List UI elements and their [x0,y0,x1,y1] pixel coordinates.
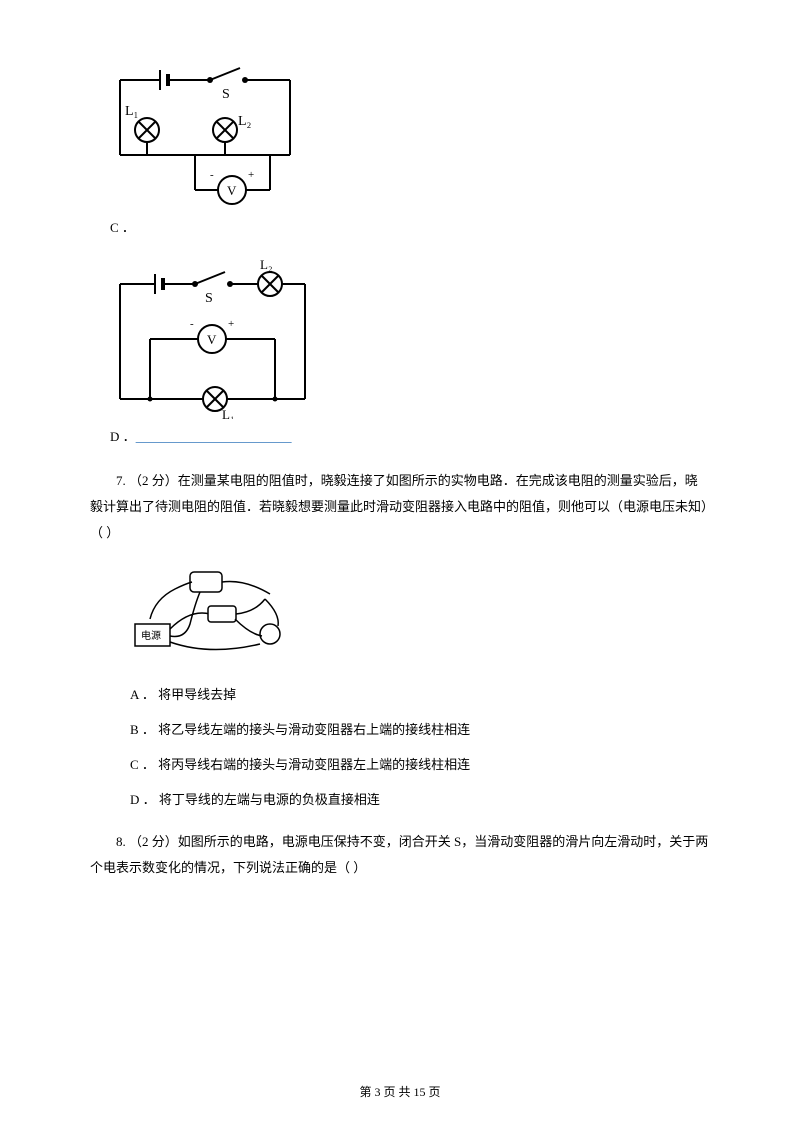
svg-text:电源: 电源 [141,629,161,642]
q7-option-d: D ． 将丁导线的左端与电源的负极直接相连 [130,790,710,811]
svg-text:S: S [222,87,230,102]
svg-text:L₁: L₁ [125,104,138,119]
q7-option-c: C ． 将丙导线右端的接头与滑动变阻器左上端的接线柱相连 [130,755,710,776]
option-c-letter: C ． [110,218,710,239]
svg-text:L₁: L₁ [222,407,234,419]
svg-text:V: V [207,332,217,347]
svg-text:+: + [248,169,254,181]
question-7-image: 电源 [130,564,710,666]
question-7-text: 7. （2 分）在测量某电阻的阻值时，晓毅连接了如图所示的实物电路．在完成该电阻… [90,468,710,546]
svg-text:L₂: L₂ [260,259,272,272]
option-d-block: S L₂ V - + L₁ [90,259,710,448]
svg-text:-: - [190,318,194,330]
diagram-d: S L₂ V - + L₁ [110,259,710,419]
svg-text:V: V [227,183,237,198]
option-c-block: S L₁ L₂ V - [90,60,710,239]
q7-option-b: B ． 将乙导线左端的接头与滑动变阻器右上端的接线柱相连 [130,720,710,741]
svg-text:-: - [210,169,214,181]
q7-option-a: A ． 将甲导线去掉 [130,685,710,706]
diagram-c: S L₁ L₂ V - [110,60,710,210]
svg-text:+: + [228,318,234,330]
page-footer: 第 3 页 共 15 页 [0,1083,800,1102]
svg-text:S: S [205,291,213,306]
option-d-letter: D ．________________________ [110,427,710,448]
question-8-text: 8. （2 分）如图所示的电路，电源电压保持不变，闭合开关 S，当滑动变阻器的滑… [90,829,710,881]
svg-text:L₂: L₂ [238,114,252,129]
